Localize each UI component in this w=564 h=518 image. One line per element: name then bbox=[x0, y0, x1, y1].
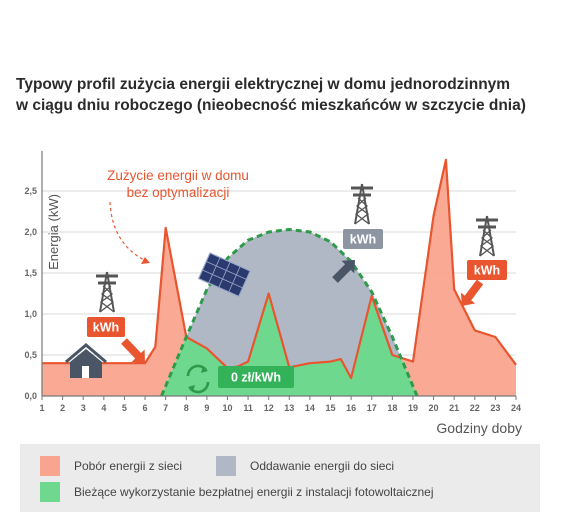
house-roof bbox=[65, 343, 107, 364]
arrow-kwh-top bbox=[332, 259, 356, 283]
area-grid-feed bbox=[42, 159, 516, 378]
x-tick-label-10: 10 bbox=[222, 403, 232, 413]
x-tick-label-6: 6 bbox=[143, 403, 148, 413]
solar-panel-row-1 bbox=[206, 261, 247, 280]
x-tick-label-7: 7 bbox=[163, 403, 168, 413]
arrow-kwh-left-shape bbox=[121, 338, 145, 363]
x-tick-label-3: 3 bbox=[81, 403, 86, 413]
consumption-label-line-1: Zużycie energii w domu bbox=[107, 168, 249, 183]
x-tick-label-19: 19 bbox=[408, 403, 418, 413]
chart-title: Typowy profil zużycia energii elektryczn… bbox=[16, 74, 556, 116]
y-axis-title: Energia (kW) bbox=[46, 194, 61, 270]
solar-panel-col-3 bbox=[228, 266, 241, 293]
arrow-kwh-right-shape bbox=[460, 279, 484, 307]
chart-legend: Pobór energii z sieci Oddawanie energii … bbox=[20, 444, 540, 512]
kwh-badge-left-box bbox=[87, 317, 125, 337]
legend-label-grid-draw: Pobór energii z sieci bbox=[74, 459, 183, 473]
chart-icons bbox=[65, 183, 498, 394]
solar-panel-icon bbox=[197, 252, 251, 298]
legend-swatch-grid-draw bbox=[40, 456, 60, 476]
y-tick-label-5: 2,5 bbox=[24, 186, 37, 196]
x-axis-title: Godziny doby bbox=[436, 420, 522, 436]
x-tick-label-14: 14 bbox=[305, 403, 315, 413]
legend-item-grid-feed: Oddawanie energii do sieci bbox=[216, 456, 394, 476]
arrow-kwh-right bbox=[460, 279, 484, 307]
legend-swatch-grid-feed bbox=[216, 456, 236, 476]
x-tick-label-4: 4 bbox=[101, 403, 106, 413]
x-tick-label-9: 9 bbox=[204, 403, 209, 413]
chart-title-line-2: w ciągu dniu roboczego (nieobecność mies… bbox=[16, 97, 526, 114]
legend-label-pv-self: Bieżące wykorzystanie bezpłatnej energii… bbox=[74, 485, 434, 499]
consumption-label-line-2: bez optymalizacji bbox=[127, 185, 230, 200]
x-tick-label-15: 15 bbox=[326, 403, 336, 413]
legend-item-grid-draw: Pobór energii z sieci bbox=[40, 456, 182, 476]
solar-panel-col-1 bbox=[208, 257, 221, 284]
arrow-kwh-top-shape bbox=[332, 259, 356, 283]
chart-annotations: kWh kWh kWh 0 zł/kWh Zużycie energii w domu b… bbox=[87, 168, 507, 388]
recycle-head-1 bbox=[201, 366, 208, 373]
y-tick-label-3: 1,5 bbox=[24, 268, 37, 278]
x-tick-label-2: 2 bbox=[60, 403, 65, 413]
legend-label-grid-feed: Oddawanie energii do sieci bbox=[250, 459, 395, 473]
kwh-badge-top-box bbox=[343, 229, 383, 249]
x-tick-label-5: 5 bbox=[122, 403, 127, 413]
series-line-consumption bbox=[42, 158, 517, 380]
y-tick-label-2: 1,0 bbox=[24, 309, 37, 319]
pylon-left-icon-bracing bbox=[99, 285, 115, 313]
consumption-pointer-line bbox=[109, 201, 149, 263]
x-tick-label-20: 20 bbox=[429, 403, 439, 413]
x-tick-label-12: 12 bbox=[264, 403, 274, 413]
y-tick-label-1: 0,5 bbox=[24, 350, 37, 360]
pylon-right-icon bbox=[476, 215, 498, 257]
consumption-pointer-head bbox=[141, 257, 150, 264]
x-tick-label-18: 18 bbox=[387, 403, 397, 413]
chart-title-line-1: Typowy profil zużycia energii elektryczn… bbox=[16, 76, 511, 93]
x-tick-label-16: 16 bbox=[346, 403, 356, 413]
x-tick-label-11: 11 bbox=[243, 403, 253, 413]
x-tick-label-23: 23 bbox=[490, 403, 500, 413]
legend-item-pv-self: Bieżące wykorzystanie bezpłatnej energii… bbox=[40, 482, 434, 502]
y-tick-label-4: 2,0 bbox=[24, 227, 37, 237]
house-body bbox=[70, 349, 102, 378]
pylon-top-icon-bracing bbox=[354, 197, 370, 225]
chart-axes: 1 2 3 4 5 6 7 8 9 10 11 12 13 14 15 16 17 18 19 20 21 22 23 240… bbox=[24, 151, 522, 436]
recycle-icon bbox=[186, 364, 210, 394]
area-grid-draw bbox=[42, 159, 516, 396]
x-tick-label-1: 1 bbox=[39, 403, 44, 413]
x-tick-label-22: 22 bbox=[470, 403, 480, 413]
kwh-badge-right: kWh bbox=[474, 264, 500, 278]
y-tick-label-0: 0,0 bbox=[24, 391, 37, 401]
x-tick-label-24: 24 bbox=[511, 403, 521, 413]
x-tick-label-21: 21 bbox=[449, 403, 459, 413]
kwh-badge-left: kWh bbox=[93, 321, 119, 335]
pylon-top-icon bbox=[351, 183, 373, 225]
area-pv-self bbox=[42, 293, 516, 396]
house-icon bbox=[65, 343, 107, 378]
x-tick-label-8: 8 bbox=[184, 403, 189, 413]
energy-profile-chart: 1 2 3 4 5 6 7 8 9 10 11 12 13 14 15 16 17 18 19 20 21 22 23 240… bbox=[24, 151, 522, 436]
recycle-head-2 bbox=[188, 385, 195, 392]
free-energy-badge-box bbox=[218, 366, 294, 388]
chart-areas bbox=[42, 158, 517, 397]
pylon-left-icon bbox=[96, 271, 118, 313]
solar-panel-row-2 bbox=[202, 269, 243, 289]
x-tick-label-17: 17 bbox=[367, 403, 377, 413]
kwh-badge-right-box bbox=[467, 260, 507, 280]
series-line-pv bbox=[160, 228, 419, 397]
free-energy-badge: 0 zł/kWh bbox=[231, 371, 281, 385]
house-door bbox=[82, 366, 89, 378]
solar-panel-col-2 bbox=[218, 261, 231, 288]
pylon-right-icon-bracing bbox=[479, 229, 495, 257]
kwh-badge-top: kWh bbox=[350, 233, 376, 247]
arrow-kwh-left bbox=[121, 338, 145, 363]
legend-swatch-pv-self bbox=[40, 482, 60, 502]
x-tick-label-13: 13 bbox=[284, 403, 294, 413]
